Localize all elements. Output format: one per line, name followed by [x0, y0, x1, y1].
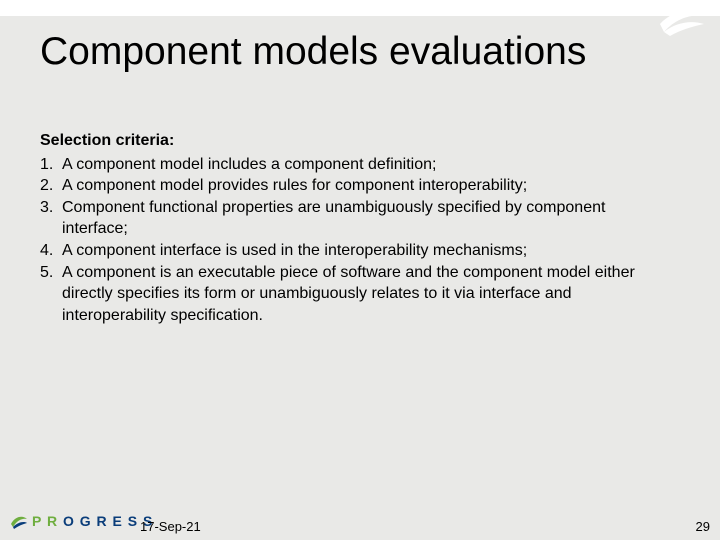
page-number: 29 [696, 519, 710, 534]
header-band [0, 0, 720, 16]
footer: P R O G R E S S 17-Sep-21 29 [0, 502, 720, 540]
progress-logo: P R O G R E S S [10, 512, 153, 530]
criteria-list: 1. A component model includes a componen… [40, 154, 660, 327]
list-item: 4. A component interface is used in the … [40, 240, 660, 262]
list-text: A component model provides rules for com… [62, 175, 660, 197]
list-text: A component model includes a component d… [62, 154, 660, 176]
slide-body: Selection criteria: 1. A component model… [40, 130, 660, 326]
list-number: 5. [40, 262, 62, 284]
criteria-heading: Selection criteria: [40, 130, 660, 152]
list-number: 2. [40, 175, 62, 197]
list-item: 3. Component functional properties are u… [40, 197, 660, 240]
list-text: A component is an executable piece of so… [62, 262, 660, 327]
list-number: 4. [40, 240, 62, 262]
progress-logo-icon [10, 512, 28, 530]
progress-logo-text: P R O G R E S S [32, 513, 153, 529]
slide-title: Component models evaluations [40, 30, 680, 74]
list-text: Component functional properties are unam… [62, 197, 660, 240]
list-number: 1. [40, 154, 62, 176]
list-item: 2. A component model provides rules for … [40, 175, 660, 197]
list-number: 3. [40, 197, 62, 219]
list-item: 1. A component model includes a componen… [40, 154, 660, 176]
list-item: 5. A component is an executable piece of… [40, 262, 660, 327]
list-text: A component interface is used in the int… [62, 240, 660, 262]
footer-date: 17-Sep-21 [140, 519, 201, 534]
